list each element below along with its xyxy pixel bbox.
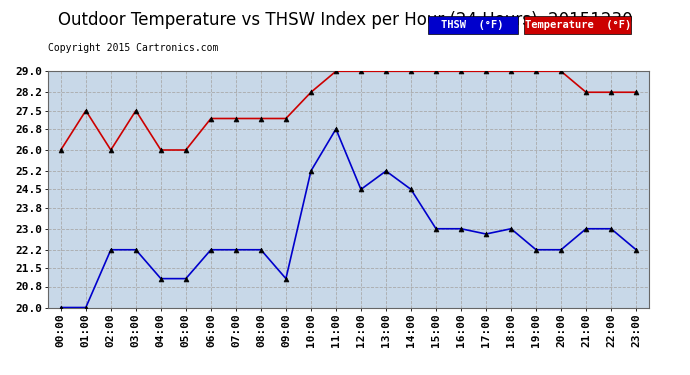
Text: Copyright 2015 Cartronics.com: Copyright 2015 Cartronics.com <box>48 43 219 53</box>
Text: THSW  (°F): THSW (°F) <box>442 20 504 30</box>
Text: Temperature  (°F): Temperature (°F) <box>525 20 631 30</box>
Text: Outdoor Temperature vs THSW Index per Hour (24 Hours)  20151230: Outdoor Temperature vs THSW Index per Ho… <box>58 11 632 29</box>
